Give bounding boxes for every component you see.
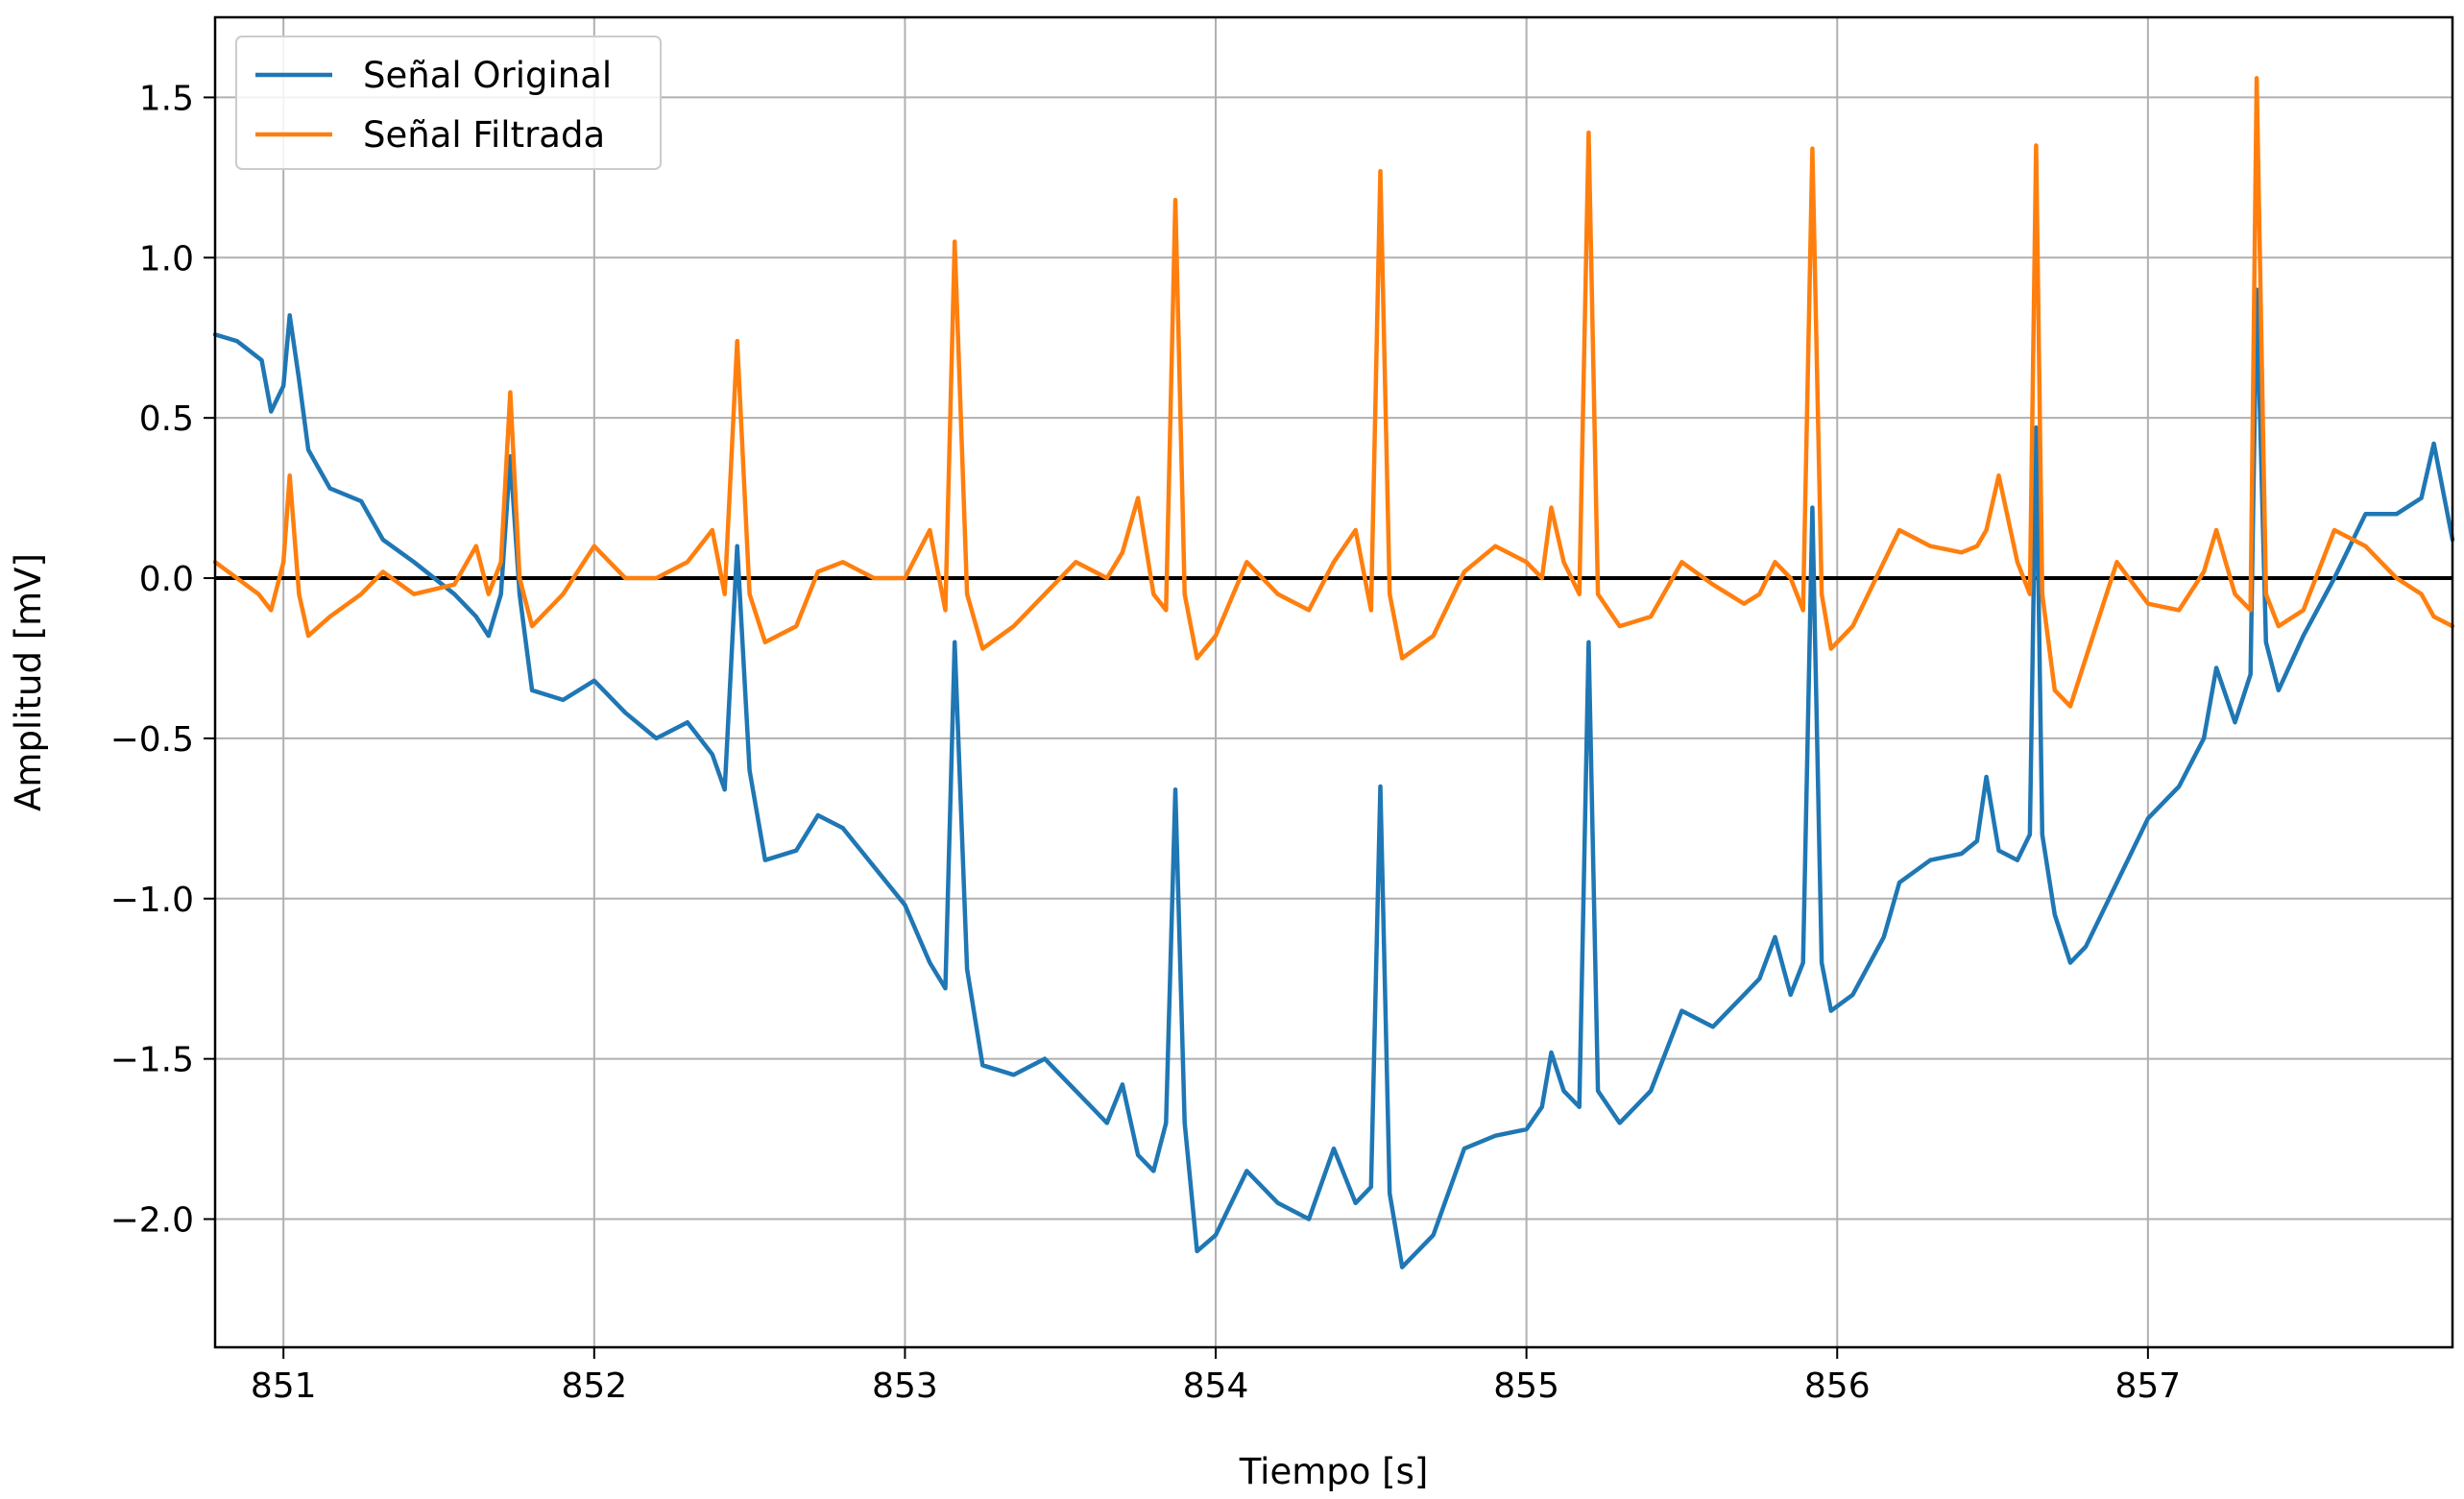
legend-box [235,36,662,170]
x-tick-label: 857 [2115,1366,2182,1406]
x-tick-label: 856 [1804,1366,1871,1406]
y-tick-label: 1.5 [139,79,194,118]
legend: Señal Original Señal Filtrada [235,36,662,170]
legend-label-filtered: Señal Filtrada [363,114,605,156]
series-layer [212,76,2455,1269]
plot-area-frame [213,15,2454,1349]
x-tick-label: 854 [1183,1366,1249,1406]
y-tick-label: −1.0 [110,881,194,920]
x-tick-label: 855 [1493,1366,1559,1406]
y-tick-label: 1.0 [139,239,194,278]
y-tick-label: −1.5 [110,1041,194,1080]
series-line-original [212,287,2455,1269]
y-axis-title: Amplitud [mV] [8,553,49,811]
x-tick-label: 853 [872,1366,938,1406]
y-tick-label: −0.5 [110,720,194,760]
x-tick-label: 852 [561,1366,627,1406]
x-tick-label: 851 [251,1366,317,1406]
y-axis: 1.5 1.0 0.5 0.0 −0.5 −1.0 −1.5 −2.0 [110,79,215,1241]
x-axis: 851 852 853 854 855 856 857 [251,1347,2181,1406]
x-axis-title: Tiempo [s] [1239,1451,1429,1492]
legend-label-original: Señal Original [363,55,612,96]
series-line-filtered [212,76,2455,709]
y-tick-label: −2.0 [110,1201,194,1241]
y-tick-label: 0.0 [139,560,194,599]
y-tick-label: 0.5 [139,399,194,439]
